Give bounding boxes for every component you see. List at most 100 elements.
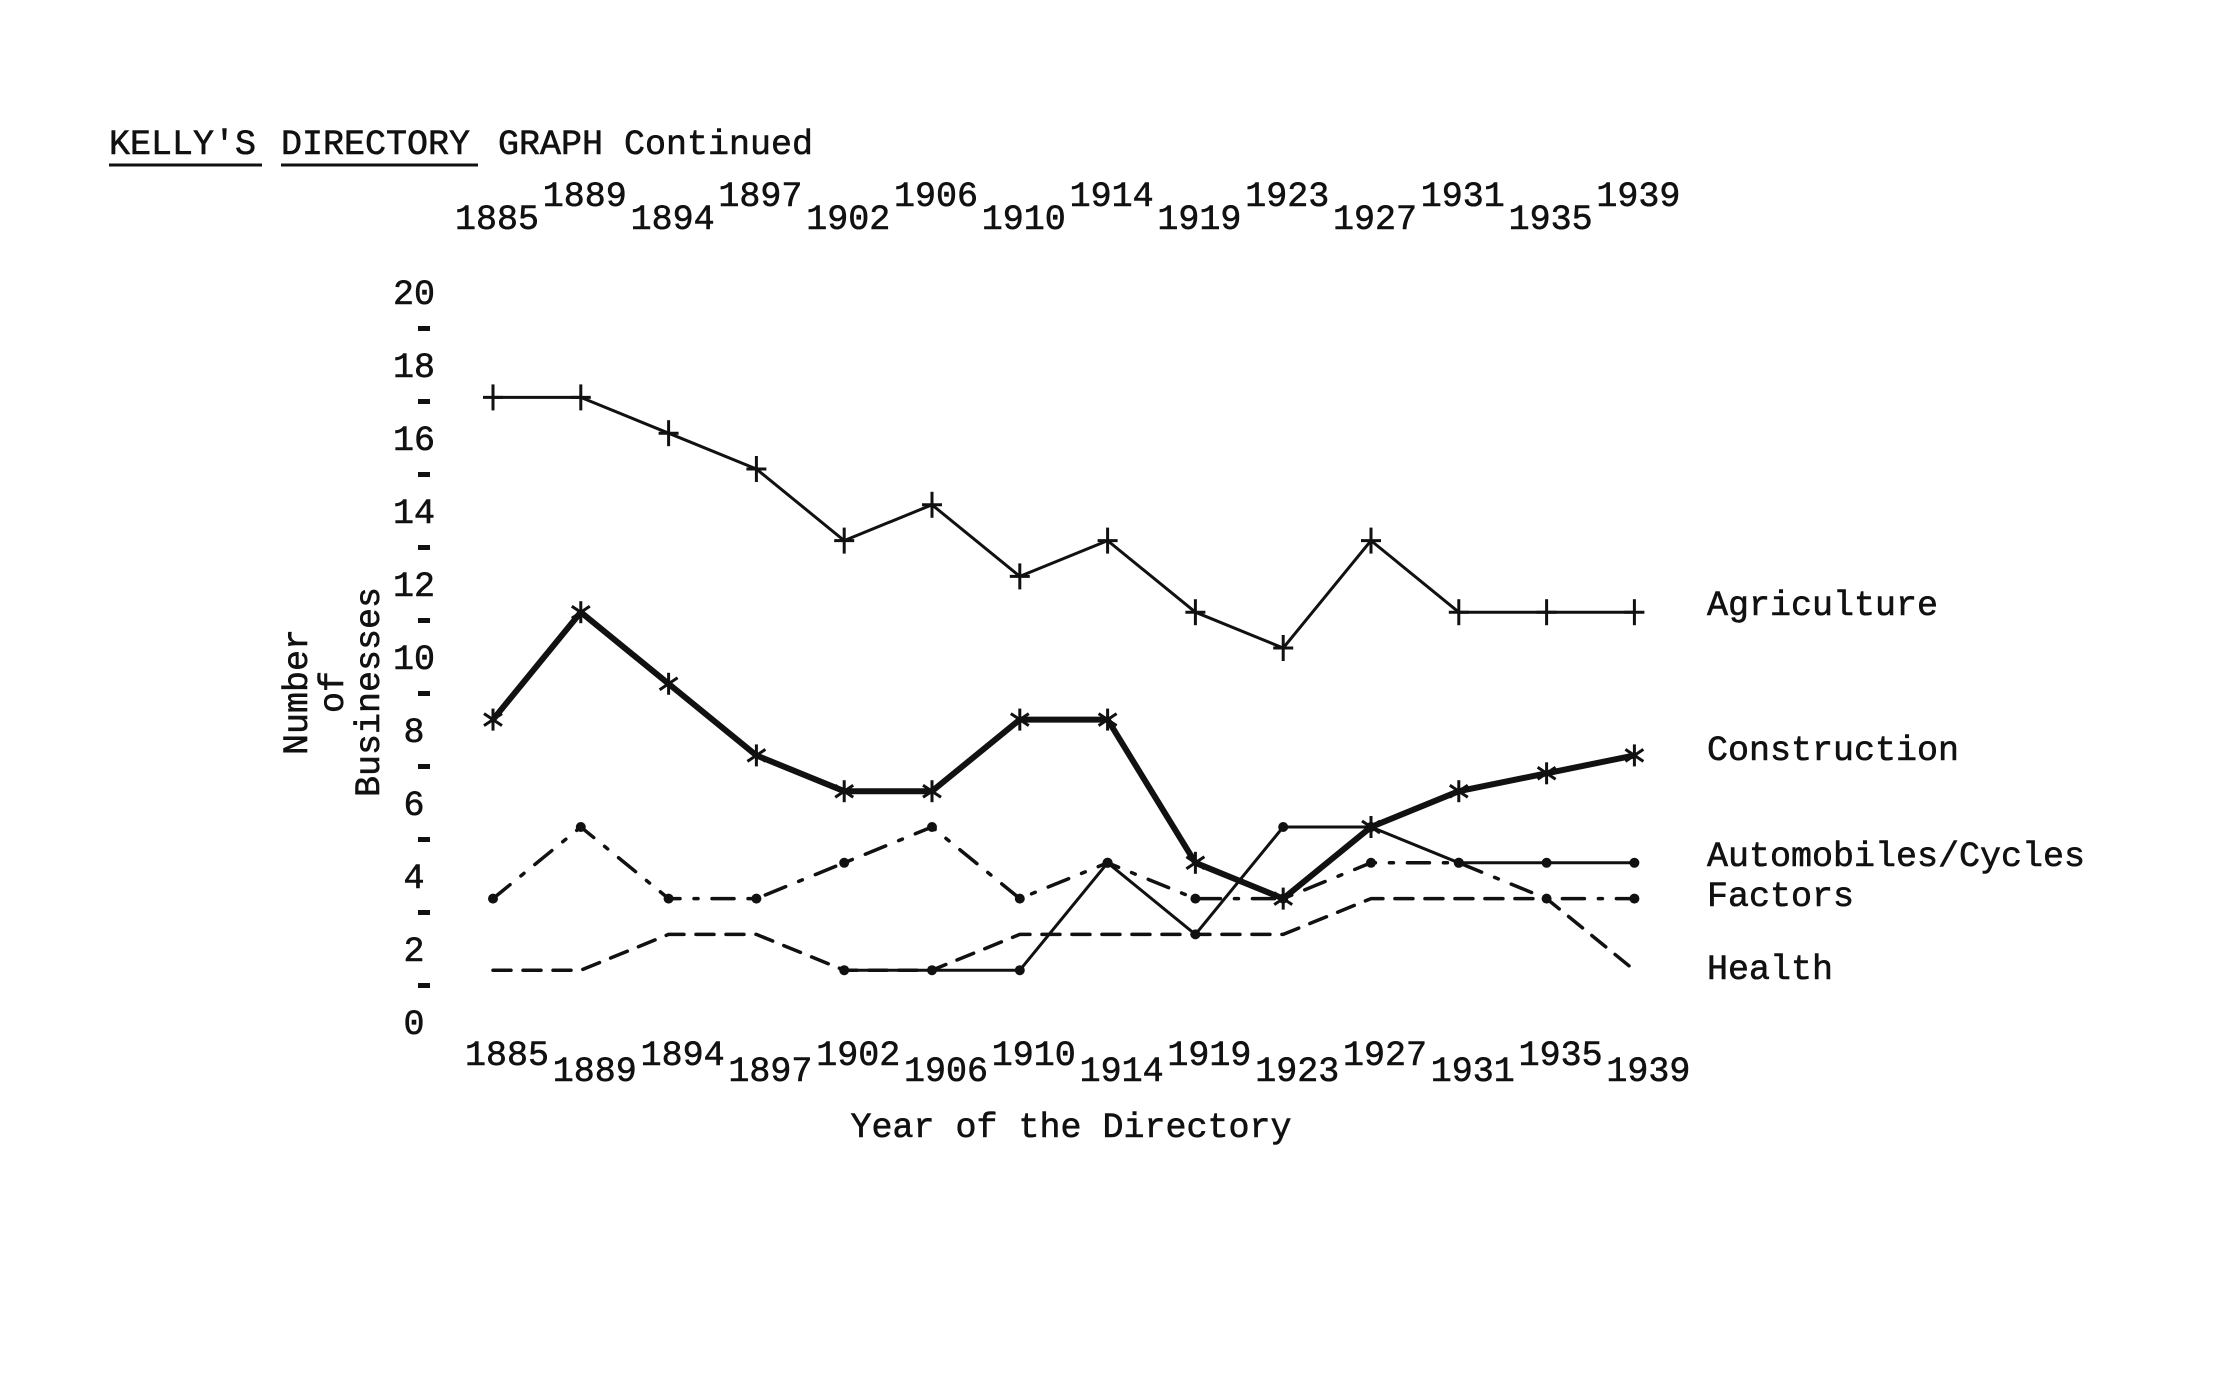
top-year-label: 1939 [1596, 177, 1680, 217]
series-label: Automobiles/Cycles [1707, 837, 2085, 877]
data-point-plus [658, 420, 679, 447]
x-tick-label: 1914 [1080, 1052, 1164, 1092]
series-line [491, 395, 1636, 650]
data-point-dot [839, 857, 850, 868]
y-tick-label: 12 [393, 567, 435, 607]
x-tick-label: 1939 [1606, 1052, 1690, 1092]
series-line [490, 609, 1638, 902]
series-label: Construction [1707, 731, 1959, 771]
y-tick-label: 2 [403, 932, 424, 972]
data-point-dot [1541, 857, 1552, 868]
series-agriculture [483, 384, 1645, 661]
data-point-dot [1278, 822, 1289, 832]
chart-title: KELLY'S DIRECTORY GRAPH Continued [109, 125, 813, 167]
series-group [483, 384, 1645, 976]
data-point-plus [1273, 635, 1294, 661]
data-point-dot [488, 893, 498, 904]
data-point-dot [1629, 893, 1640, 904]
top-year-label: 1935 [1509, 200, 1593, 240]
data-point-dot [575, 822, 586, 832]
x-tick-label: 1906 [904, 1052, 988, 1092]
data-point-dot [751, 893, 762, 904]
top-year-label: 1889 [543, 177, 627, 217]
y-tick-label: 0 [403, 1005, 424, 1045]
top-year-label: 1927 [1333, 200, 1417, 240]
data-point-plus [1009, 563, 1030, 590]
data-point-plus [1361, 527, 1381, 554]
data-point-dot [1190, 893, 1201, 904]
data-point-asterisk [1624, 744, 1645, 767]
title-directory: DIRECTORY [281, 125, 470, 165]
series-health [491, 896, 1637, 972]
y-tick-label: 4 [403, 859, 424, 899]
data-point-dot [1102, 857, 1113, 868]
x-tick-label: 1894 [641, 1036, 725, 1076]
y-tick-label: 6 [403, 786, 424, 826]
x-tick-label: 1935 [1519, 1036, 1603, 1076]
top-year-label: 1902 [806, 200, 890, 240]
x-tick-label: 1931 [1431, 1052, 1515, 1092]
data-point-dot [1629, 857, 1640, 868]
data-point-dot [1366, 857, 1376, 868]
top-year-label: 1919 [1157, 200, 1241, 240]
data-point-plus [1624, 599, 1645, 626]
top-year-label: 1914 [1070, 177, 1154, 217]
top-year-label: 1906 [894, 177, 978, 217]
y-axis-title-line-1: Number [278, 629, 318, 755]
data-point-asterisk [1009, 708, 1030, 731]
series-construction [483, 601, 1645, 910]
data-point-asterisk [570, 601, 591, 624]
data-point-dot [927, 822, 937, 832]
y-axis-title-line-3: Businesses [350, 587, 390, 797]
data-point-asterisk [834, 780, 855, 803]
data-point-asterisk [922, 780, 942, 803]
top-year-label: 1923 [1245, 177, 1329, 217]
x-axis-title: Year of the Directory [850, 1108, 1291, 1148]
data-point-asterisk [746, 744, 767, 767]
data-point-plus [483, 384, 503, 411]
x-tick-label: 1927 [1343, 1036, 1427, 1076]
y-tick-label: 8 [403, 713, 424, 753]
data-point-plus [922, 491, 942, 518]
top-year-label: 1931 [1421, 177, 1505, 217]
data-point-asterisk [1536, 762, 1557, 785]
series-label: Agriculture [1707, 586, 1938, 626]
x-tick-label: 1910 [992, 1036, 1076, 1076]
data-point-dot [1366, 822, 1376, 832]
top-year-label: 1894 [631, 200, 715, 240]
x-tick-label: 1919 [1167, 1036, 1251, 1076]
y-tick-label: 20 [393, 275, 435, 315]
data-point-plus [1448, 599, 1469, 626]
data-point-dot [1278, 893, 1289, 904]
data-point-asterisk [483, 708, 503, 731]
series-label: Health [1707, 950, 1833, 990]
top-year-label: 1885 [455, 200, 539, 240]
title-kellys: KELLY'S [109, 125, 256, 165]
data-point-asterisk [1185, 851, 1206, 874]
bottom-year-labels: 1885 1889 1894 1897 1902 1906 1910 1914 1919 1923… [465, 1036, 1691, 1093]
series-label: Factors [1707, 877, 1854, 917]
y-axis: 0 2 4 6 8 10 12 14 16 18 20 [393, 275, 436, 1046]
series-line [491, 825, 1637, 901]
data-point-dot [1014, 965, 1025, 976]
y-tick-label: 14 [393, 494, 435, 534]
y-tick-label: 18 [393, 348, 435, 388]
series-line [842, 825, 1636, 972]
data-point-plus [570, 384, 591, 411]
data-point-plus [1097, 527, 1118, 554]
x-tick-label: 1923 [1255, 1052, 1339, 1092]
top-year-label: 1897 [718, 177, 802, 217]
data-point-plus [834, 527, 855, 554]
x-tick-label: 1902 [816, 1036, 900, 1076]
top-year-labels: 1885188918941897190219061910191419191923… [455, 177, 1681, 241]
title-graph-continued: GRAPH Continued [498, 125, 813, 165]
y-tick-label: 10 [393, 640, 435, 680]
series-labels: Agriculture Construction Automobiles/Cycle… [1707, 586, 2086, 991]
data-point-dot [663, 893, 674, 904]
y-axis-title-line-2: of [314, 671, 354, 713]
data-point-plus [746, 456, 767, 482]
y-axis-title: Number of Businesses [278, 587, 391, 798]
top-year-label: 1910 [982, 200, 1066, 240]
series-factors [488, 822, 1640, 904]
